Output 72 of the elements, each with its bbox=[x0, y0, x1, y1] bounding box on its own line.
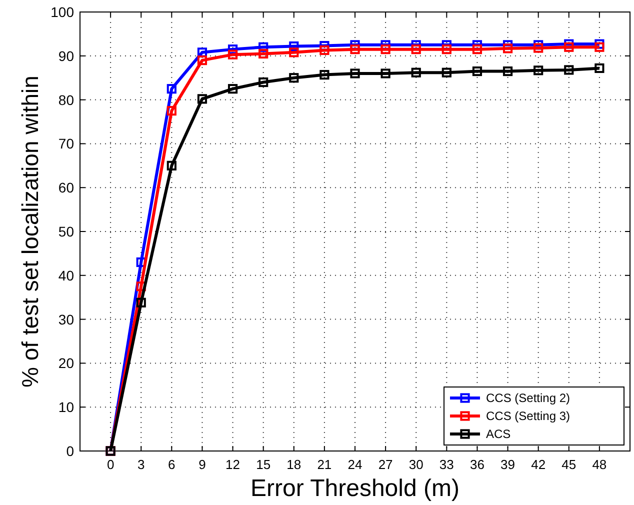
point bbox=[197, 94, 208, 104]
x-tick-label: 39 bbox=[500, 457, 516, 472]
y-tick-label: 10 bbox=[58, 399, 74, 416]
y-tick-label: 40 bbox=[58, 267, 74, 284]
point bbox=[534, 66, 544, 76]
point bbox=[320, 45, 330, 55]
point bbox=[594, 42, 604, 52]
point bbox=[228, 50, 238, 60]
point bbox=[258, 42, 268, 52]
point bbox=[564, 42, 574, 52]
y-tick-label: 80 bbox=[58, 92, 74, 108]
point bbox=[411, 68, 421, 78]
point bbox=[228, 44, 238, 54]
point bbox=[166, 84, 176, 94]
point bbox=[289, 48, 299, 58]
point bbox=[594, 39, 604, 49]
point bbox=[289, 73, 299, 83]
x-tick-label: 6 bbox=[168, 457, 176, 472]
y-tick-label: 90 bbox=[58, 48, 74, 64]
x-tick-label: 24 bbox=[348, 457, 362, 472]
x-tick-label: 21 bbox=[317, 457, 332, 472]
x-tick-label: 9 bbox=[198, 457, 206, 472]
y-tick-label: 70 bbox=[58, 136, 74, 152]
point bbox=[380, 68, 390, 78]
point bbox=[289, 41, 299, 52]
y-tick-label: 50 bbox=[58, 224, 74, 240]
point bbox=[258, 48, 268, 59]
point bbox=[564, 65, 574, 75]
x-tick-label: 18 bbox=[286, 457, 302, 472]
x-tick-label: 42 bbox=[531, 457, 546, 472]
point bbox=[442, 44, 452, 54]
point bbox=[534, 43, 544, 53]
y-tick-label: 100 bbox=[50, 4, 74, 20]
point bbox=[258, 77, 268, 88]
y-tick-label: 60 bbox=[58, 180, 74, 196]
x-tick-label: 12 bbox=[226, 457, 240, 472]
y-tick-label: 20 bbox=[58, 355, 74, 372]
point bbox=[350, 68, 360, 78]
point bbox=[166, 106, 176, 116]
point bbox=[166, 160, 176, 170]
x-tick-label: 15 bbox=[256, 457, 271, 472]
x-tick-label: 48 bbox=[592, 457, 607, 472]
point bbox=[380, 44, 390, 54]
legend-label: CCS (Setting 3) bbox=[486, 409, 570, 423]
x-tick-label: 36 bbox=[470, 457, 484, 472]
point bbox=[442, 68, 452, 78]
y-tick-label: 30 bbox=[58, 311, 74, 328]
point bbox=[228, 84, 238, 94]
legend-label: CCS (Setting 2) bbox=[486, 391, 570, 405]
point bbox=[197, 48, 208, 58]
legend-label: ACS bbox=[486, 427, 511, 441]
x-tick-label: 3 bbox=[137, 457, 145, 472]
x-tick-label: 27 bbox=[378, 457, 393, 472]
point bbox=[350, 44, 360, 54]
point bbox=[472, 66, 482, 76]
point bbox=[472, 44, 482, 54]
x-tick-label: 0 bbox=[106, 457, 114, 472]
point bbox=[411, 44, 421, 54]
x-tick-label: 45 bbox=[562, 457, 576, 472]
point bbox=[136, 298, 146, 308]
x-tick-label: 33 bbox=[439, 457, 454, 472]
x-axis-title: Error Threshold (m) bbox=[250, 475, 460, 502]
point bbox=[136, 257, 146, 268]
x-tick-label: 30 bbox=[408, 457, 424, 472]
point bbox=[502, 44, 513, 54]
point bbox=[502, 66, 513, 76]
point bbox=[320, 70, 330, 80]
y-tick-label: 0 bbox=[66, 443, 74, 459]
point bbox=[136, 282, 146, 292]
point bbox=[594, 63, 604, 73]
y-axis-title: % of test set localization within bbox=[17, 76, 43, 388]
point bbox=[197, 55, 208, 66]
